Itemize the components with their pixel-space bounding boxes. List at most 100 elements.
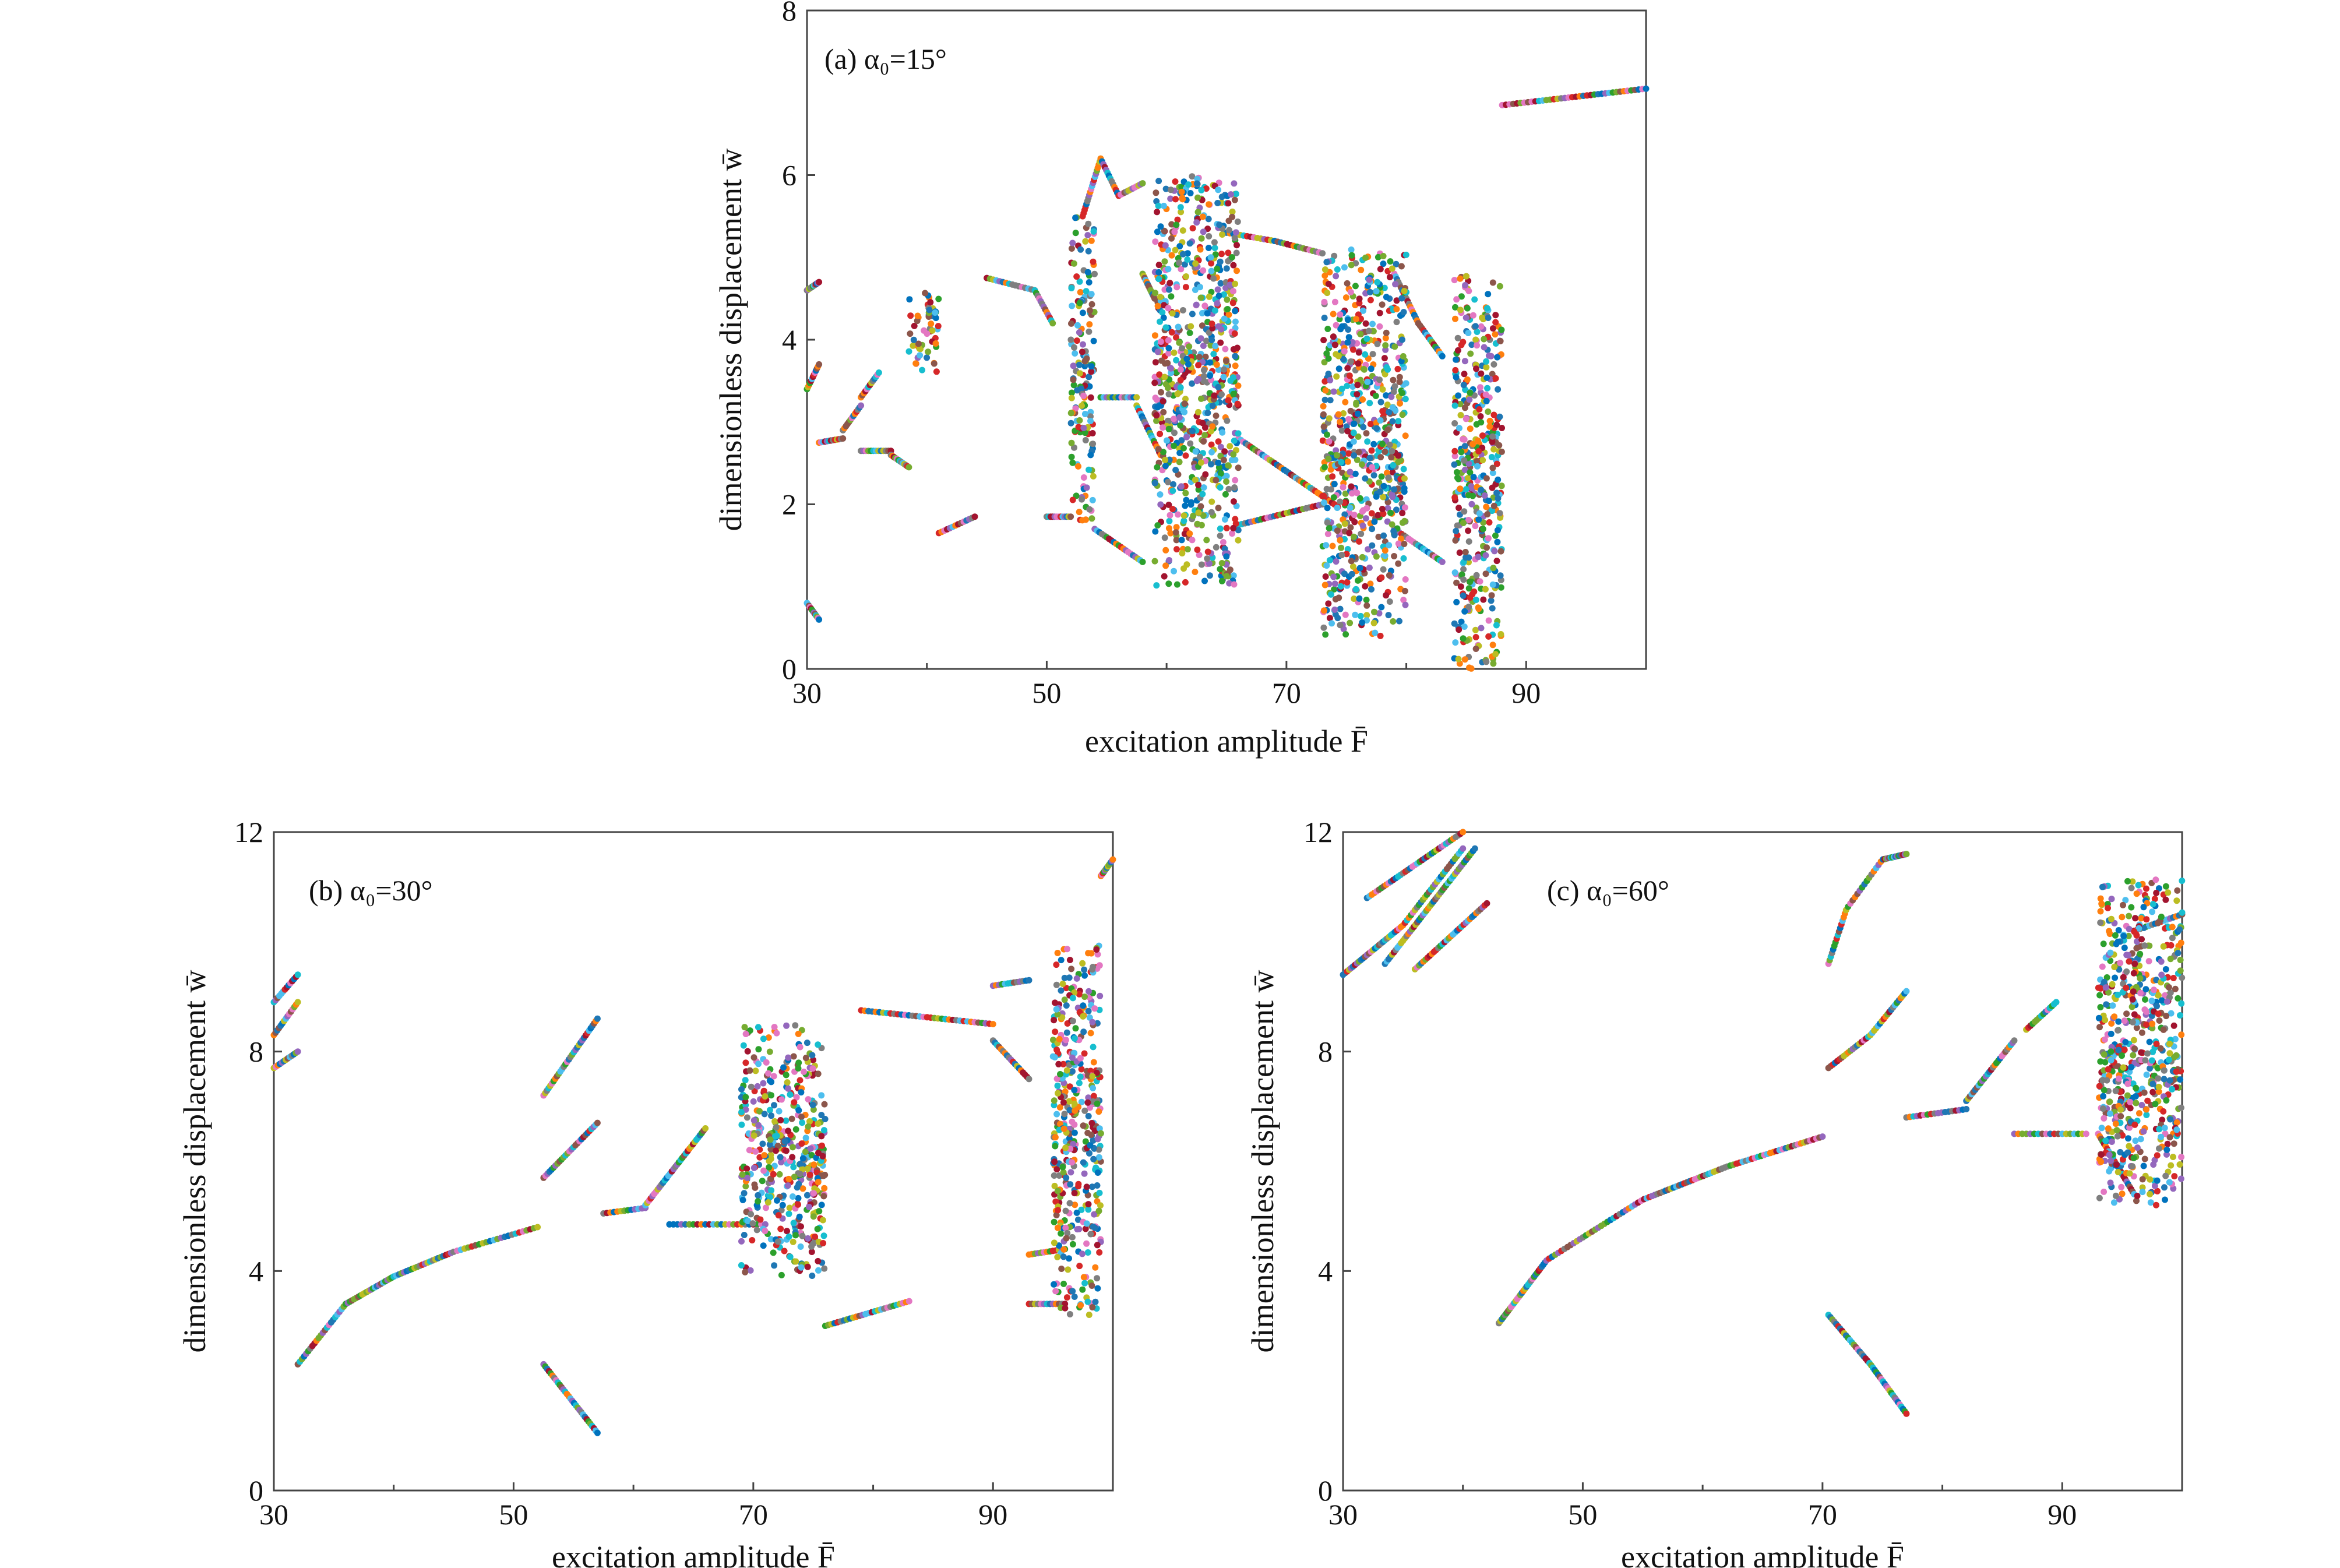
chaotic-band-a-3 xyxy=(1319,246,1410,639)
chaotic-point xyxy=(1359,554,1366,561)
branch-a-11 xyxy=(1043,513,1074,520)
chaotic-point xyxy=(743,1114,750,1121)
chaotic-point xyxy=(1162,463,1169,470)
chaotic-point xyxy=(1389,265,1395,272)
chaotic-point xyxy=(1168,186,1174,193)
chaotic-point xyxy=(1490,565,1497,572)
chaotic-point xyxy=(2143,1112,2150,1118)
chaotic-point xyxy=(1367,421,1374,428)
chaotic-point xyxy=(911,322,918,329)
chaotic-point xyxy=(773,1132,780,1139)
chaotic-point xyxy=(1165,305,1172,312)
chaotic-point xyxy=(1175,323,1182,330)
chaotic-point xyxy=(1398,535,1405,542)
chaotic-point xyxy=(768,1187,775,1194)
chaotic-point xyxy=(1176,339,1183,346)
chaotic-point xyxy=(755,1122,762,1129)
chaotic-point xyxy=(1054,1082,1061,1089)
chaotic-point xyxy=(1355,360,1362,367)
chaotic-point xyxy=(1197,294,1204,301)
chaotic-point xyxy=(1165,425,1172,432)
chaotic-point xyxy=(1072,1025,1079,1032)
chaotic-point xyxy=(1063,1029,1070,1036)
chaotic-point xyxy=(1076,370,1083,377)
chaotic-point xyxy=(813,1154,820,1161)
chaotic-point xyxy=(742,1059,749,1066)
chaotic-point xyxy=(1478,370,1485,377)
chaotic-point xyxy=(924,354,931,361)
chaotic-point xyxy=(1215,293,1222,299)
chaotic-point xyxy=(1479,526,1486,533)
chaotic-point xyxy=(1461,436,1468,443)
chaotic-point xyxy=(1157,431,1164,438)
branch-point xyxy=(2053,999,2060,1006)
chaotic-point xyxy=(802,1134,809,1141)
chaotic-point xyxy=(755,1060,762,1067)
chaotic-point xyxy=(1157,501,1164,508)
chaotic-point xyxy=(1224,417,1231,424)
chaotic-point xyxy=(1212,251,1219,258)
chaotic-point xyxy=(910,342,917,349)
chaotic-point xyxy=(751,1181,758,1188)
chaotic-point xyxy=(1234,242,1240,249)
chaotic-point xyxy=(793,1094,800,1101)
chaotic-point xyxy=(1393,319,1400,326)
chaotic-point xyxy=(1187,323,1194,330)
chaotic-point xyxy=(2156,1145,2162,1152)
chaotic-point xyxy=(783,1147,790,1154)
chaotic-point xyxy=(1457,306,1464,313)
chaotic-point xyxy=(1362,475,1369,482)
chaotic-point xyxy=(1482,586,1489,593)
chaotic-point xyxy=(1358,461,1365,468)
chaotic-point xyxy=(1051,1239,1058,1246)
chaotic-point xyxy=(1386,274,1393,281)
chaotic-point xyxy=(1215,459,1222,466)
chaotic-point xyxy=(1472,323,1479,330)
chaotic-point xyxy=(1194,194,1201,201)
chaotic-point xyxy=(1071,989,1078,996)
chaotic-point xyxy=(1395,459,1402,466)
chaotic-point xyxy=(1087,413,1094,420)
chaotic-point xyxy=(1465,538,1472,545)
chaotic-point xyxy=(1052,1143,1059,1150)
chaotic-point xyxy=(1064,1229,1071,1236)
chaotic-point xyxy=(2102,1137,2109,1144)
chaotic-point xyxy=(1183,561,1190,568)
chaotic-point xyxy=(760,1167,767,1174)
chaotic-point xyxy=(812,1234,819,1240)
chaotic-point xyxy=(1402,601,1409,608)
chaotic-point xyxy=(1052,1134,1059,1141)
branch-point xyxy=(1025,977,1032,984)
chaotic-point xyxy=(1491,548,1498,555)
chaotic-point xyxy=(1330,333,1337,340)
chaotic-point xyxy=(1489,581,1496,588)
chaotic-point xyxy=(1081,1050,1088,1057)
branch-point xyxy=(1439,353,1446,360)
chaotic-point xyxy=(1229,208,1236,215)
chaotic-point xyxy=(1357,330,1364,337)
chaotic-point xyxy=(928,320,935,327)
chaotic-point xyxy=(810,1161,817,1168)
chaotic-point xyxy=(1399,411,1406,418)
chaotic-point xyxy=(1350,429,1357,436)
chaotic-point xyxy=(1208,498,1215,505)
chaotic-point xyxy=(1076,509,1083,516)
chaotic-point xyxy=(741,1190,748,1197)
y-tick-label: 12 xyxy=(234,816,263,848)
chaotic-point xyxy=(808,1249,815,1255)
chaotic-point xyxy=(805,1096,812,1103)
chaotic-point xyxy=(750,1132,757,1139)
chaotic-point xyxy=(1198,395,1204,402)
chaotic-point xyxy=(2170,1154,2176,1160)
chaotic-point xyxy=(1187,440,1194,447)
chaotic-point xyxy=(1168,365,1174,372)
chaotic-point xyxy=(798,1089,805,1096)
chaotic-point xyxy=(1383,592,1390,599)
chaotic-point xyxy=(1208,267,1215,274)
chaotic-point xyxy=(1069,496,1076,503)
chaotic-point xyxy=(1391,383,1398,390)
chaotic-point xyxy=(1071,1100,1078,1107)
branch-c-3 xyxy=(1411,900,1490,972)
chaotic-point xyxy=(1200,367,1207,373)
chaotic-point xyxy=(778,1271,785,1278)
